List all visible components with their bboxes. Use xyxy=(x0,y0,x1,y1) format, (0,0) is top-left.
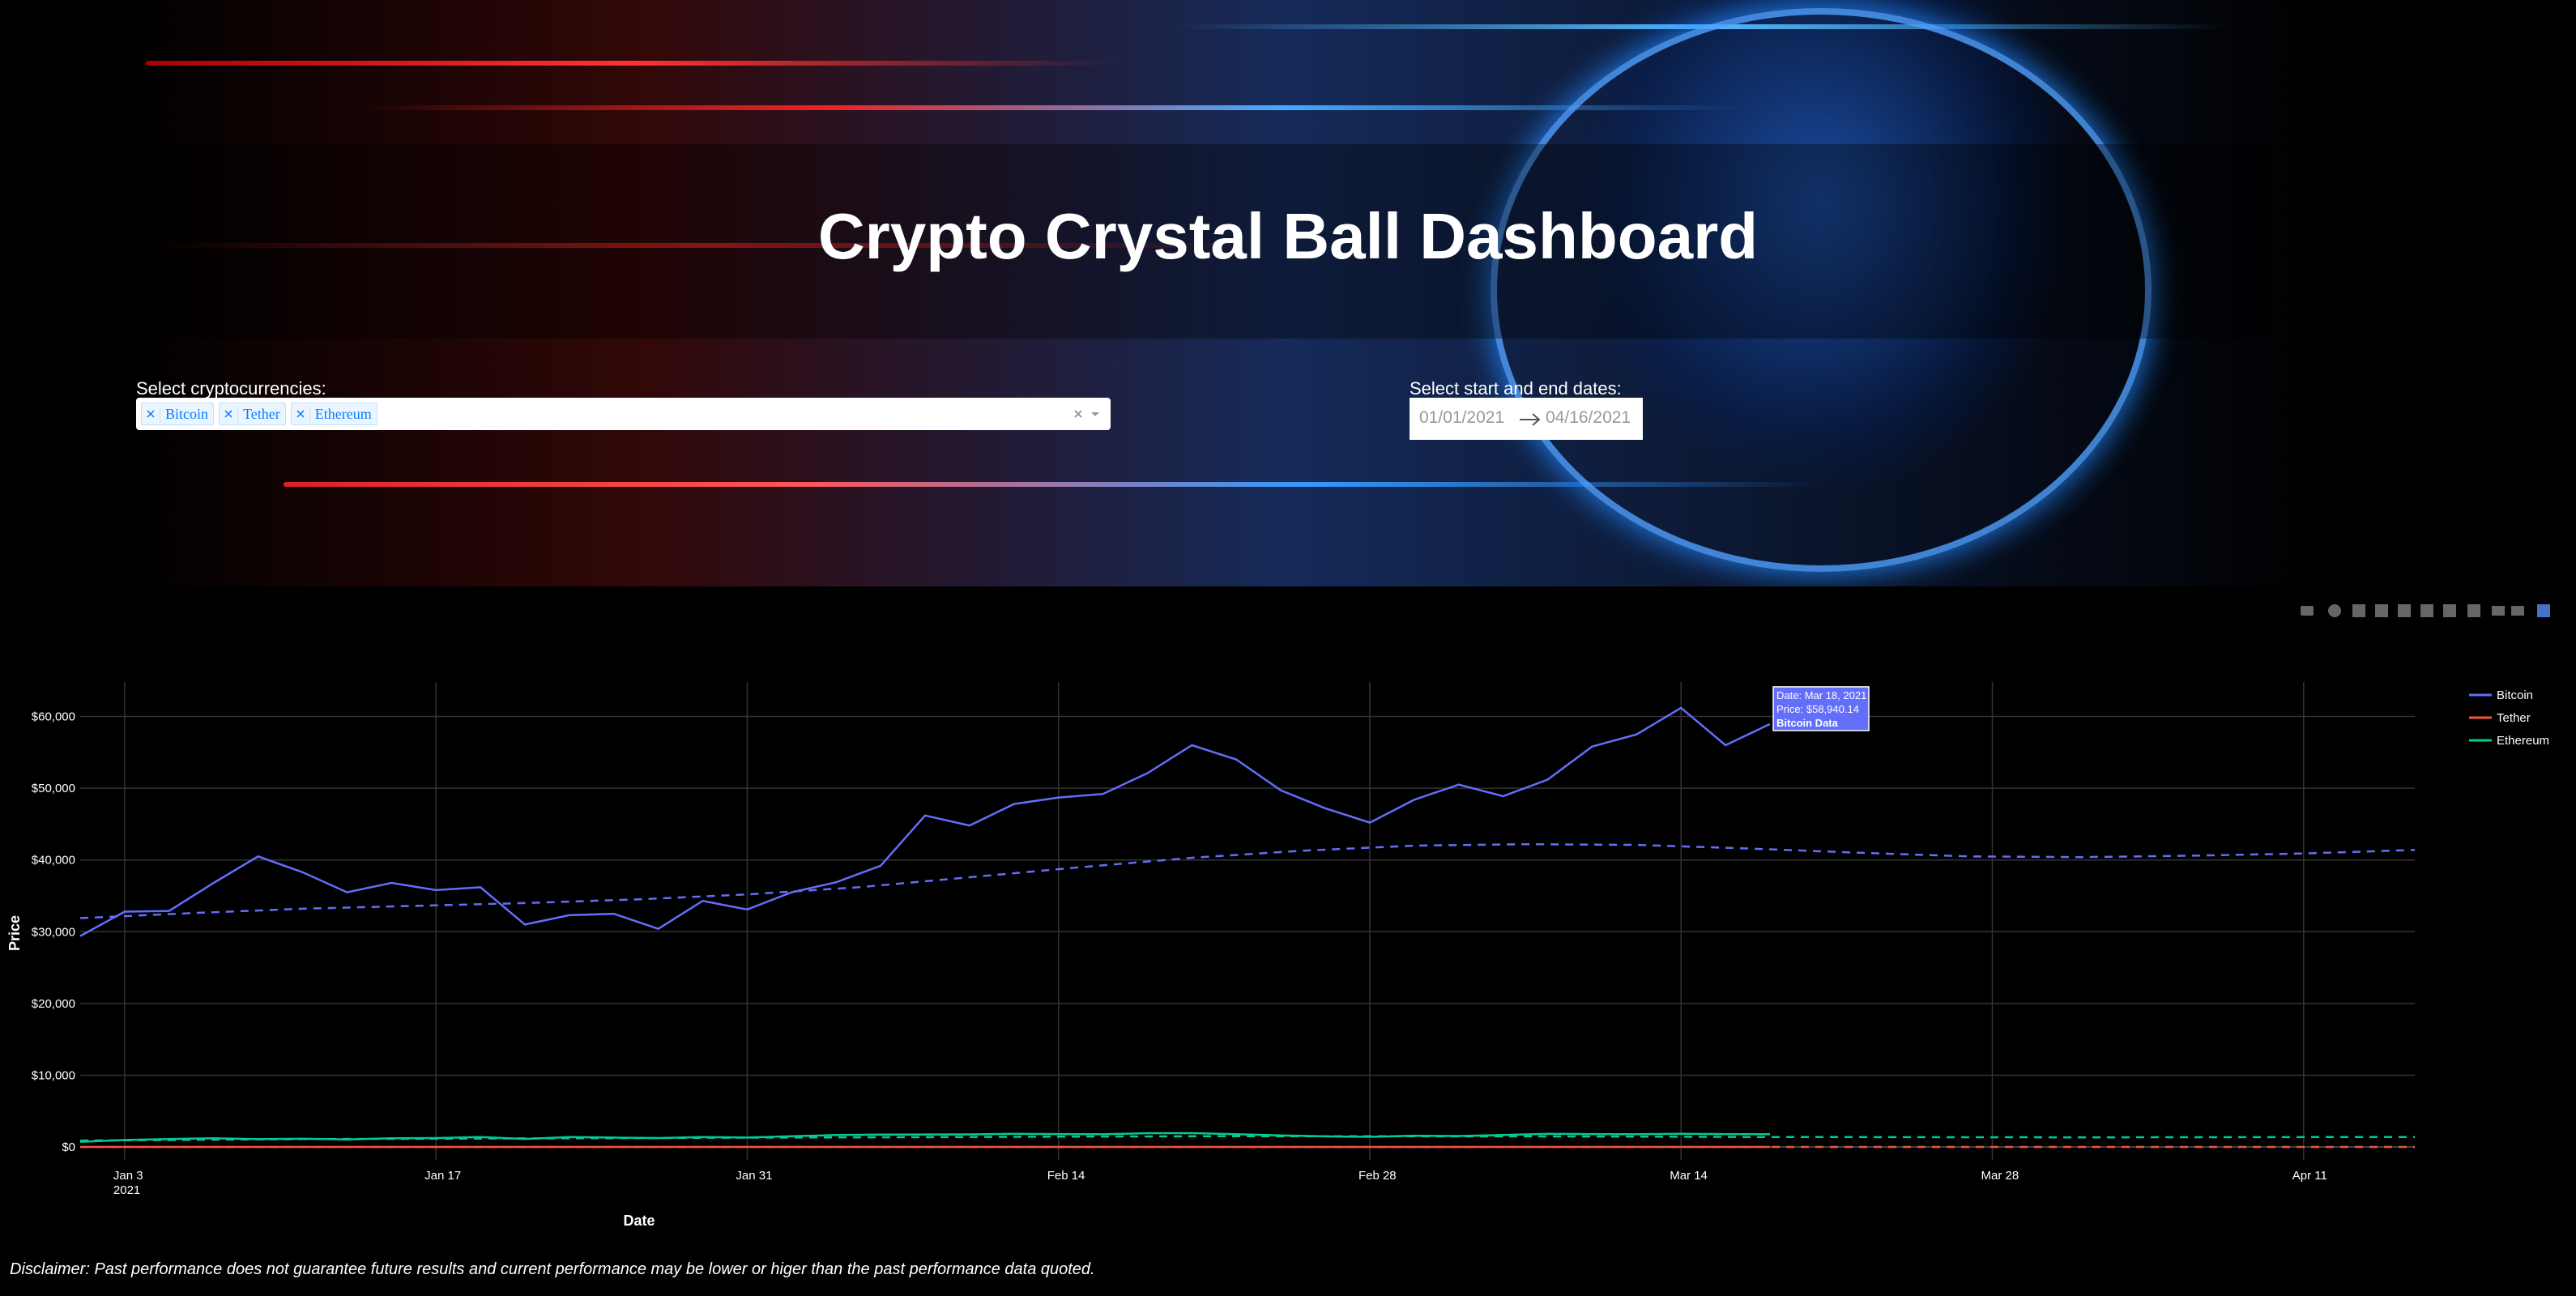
decoration xyxy=(284,482,1823,487)
title: Crypto Crystal Ball Dashboard xyxy=(817,200,1759,272)
x-tick-label: Feb 14 xyxy=(1047,1169,1085,1183)
chip-label: Bitcoin xyxy=(160,405,213,423)
decoration xyxy=(146,243,1280,248)
line xyxy=(79,706,1771,937)
y-tick-label: $50,000 xyxy=(32,782,75,795)
x-tick-label: Jan 17 xyxy=(424,1169,461,1183)
date-range[interactable]: 01/01/2021 04/16/2021 xyxy=(1410,398,1643,440)
date-label: Select start and end dates: xyxy=(1410,378,1622,399)
coin-ring xyxy=(1491,8,2152,572)
chip-label: Ethereum xyxy=(309,405,377,423)
legend-label[interactable]: Tether xyxy=(2497,711,2531,725)
x-tick-label: Jan 3 xyxy=(113,1169,143,1183)
decoration xyxy=(146,61,1118,66)
chip[interactable]: Ethereum xyxy=(290,403,377,425)
start-date[interactable]: 01/01/2021 xyxy=(1419,408,1505,427)
tooltip: Date: Mar 18, 2021 Price: $58,940.14 Bitco… xyxy=(1772,686,1870,731)
chip-remove[interactable] xyxy=(296,410,305,418)
crypto-label: Select cryptocurrencies: xyxy=(136,378,326,399)
y-tick-label: $20,000 xyxy=(32,997,75,1011)
chip-label: Tether xyxy=(237,405,285,423)
end-date[interactable]: 04/16/2021 xyxy=(1546,408,1631,427)
forecast-line xyxy=(79,842,2416,919)
modebar[interactable] xyxy=(2301,604,2550,617)
title-band xyxy=(0,144,2268,339)
y-tick-label: $30,000 xyxy=(32,925,75,939)
y-tick-label: $40,000 xyxy=(32,854,75,868)
x-tick-label: Mar 28 xyxy=(1981,1169,2019,1183)
chart: Date Price $0 $10,000 $20,000 $30,000 $40,00… xyxy=(6,604,2550,1229)
header: Crypto Crystal Ball Dashboard Select cry… xyxy=(0,0,2576,586)
decoration xyxy=(365,105,1742,110)
legend-label[interactable]: Bitcoin xyxy=(2497,688,2533,702)
x-tick-label: Mar 14 xyxy=(1670,1169,1708,1183)
dropdown-controls[interactable] xyxy=(1072,406,1104,422)
x-tick-label: Apr 11 xyxy=(2292,1169,2327,1183)
arrow xyxy=(1520,413,1541,426)
y-tick-label: $0 xyxy=(62,1140,75,1154)
y-tick-label: $60,000 xyxy=(32,710,75,724)
chip-remove[interactable] xyxy=(224,410,232,418)
legend-label[interactable]: Ethereum xyxy=(2497,734,2549,748)
tooltip-line: Price: $58,940.14 xyxy=(1776,703,1859,715)
forecast-line xyxy=(79,1135,2416,1142)
x-tick-label: Jan 31 xyxy=(736,1169,772,1183)
crypto-dropdown[interactable]: Bitcoin Tether Ethereum xyxy=(136,398,1111,430)
chip-remove[interactable] xyxy=(147,410,155,418)
x-tick-year: 2021 xyxy=(113,1183,140,1197)
tooltip-line: Date: Mar 18, 2021 xyxy=(1776,689,1866,701)
disclaimer: Disclaimer: Past performance does not gu… xyxy=(10,1260,1095,1278)
x-tick-label: Feb 28 xyxy=(1358,1169,1397,1183)
y-axis-title: Price xyxy=(6,915,23,951)
tooltip-box xyxy=(1772,686,1870,731)
chip[interactable]: Bitcoin xyxy=(141,403,214,425)
x-axis-title: Date xyxy=(623,1213,655,1229)
line xyxy=(79,1132,1771,1143)
tooltip-line: Bitcoin Data xyxy=(1776,717,1839,729)
chip[interactable]: Tether xyxy=(219,403,286,425)
y-tick-label: $10,000 xyxy=(32,1068,75,1082)
chips: Bitcoin Tether Ethereum xyxy=(136,398,1111,425)
